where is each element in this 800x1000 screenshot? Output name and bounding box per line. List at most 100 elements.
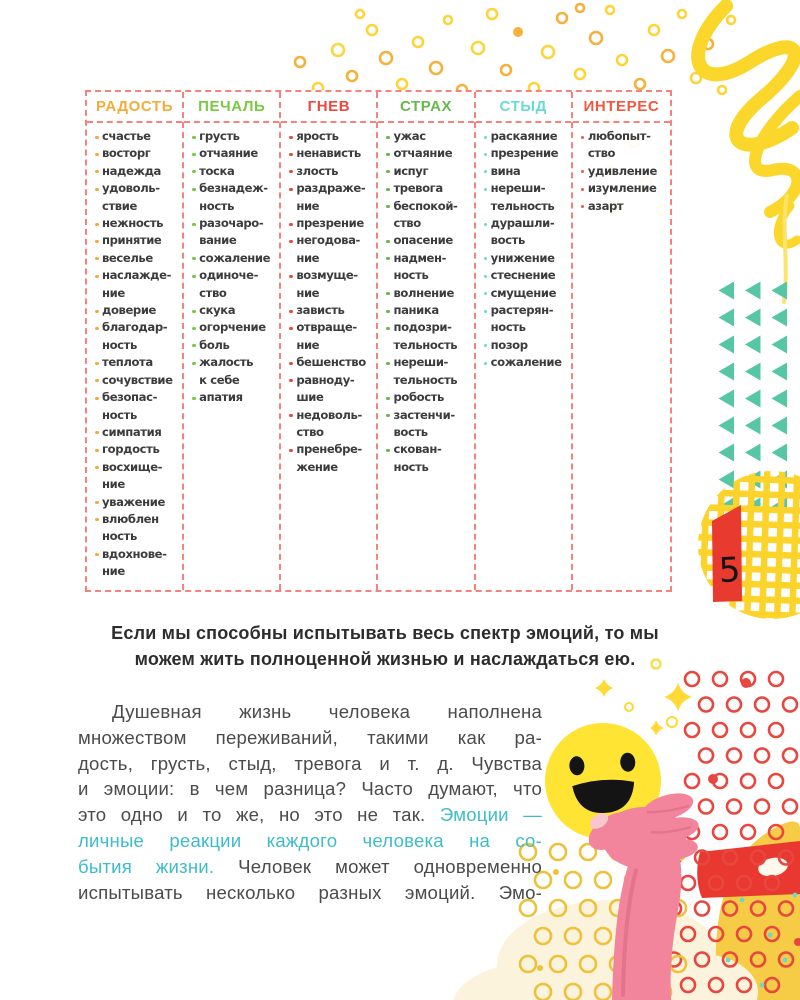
emotion-item: недоволь- ство: [288, 407, 373, 442]
emotion-item: благодар- ность: [94, 319, 179, 354]
emotion-column-2: ПЕЧАЛЬ грусть отчаяние тоска безнадеж- ность…: [184, 92, 282, 590]
emotion-item: беспокой- ство: [385, 198, 470, 233]
emotion-item: восхище- ние: [94, 459, 179, 494]
emotion-item: надежда: [94, 163, 179, 180]
emotion-item: презрение: [483, 145, 568, 162]
emotion-item: скован- ность: [385, 441, 470, 476]
emotion-item: равноду- шие: [288, 372, 373, 407]
red-rings-pattern: [651, 670, 800, 994]
emotion-item: любопыт- ство: [580, 128, 667, 163]
emotion-list: счастье восторг надежда удоволь- ствие нежно…: [87, 128, 182, 581]
highlighted-text: бытия жизни.: [78, 855, 239, 877]
emotion-item: надмен- ность: [385, 250, 470, 285]
emotion-item: унижение: [483, 250, 568, 267]
emotion-item: дурашли- вость: [483, 215, 568, 250]
emotion-item: разочаро- вание: [191, 215, 276, 250]
emotion-column-header: ГНЕВ: [281, 92, 377, 123]
emotion-item: ужас: [385, 128, 470, 145]
emotion-item: удоволь- ствие: [94, 180, 179, 215]
emotion-list: ярость ненависть злость раздраже- ние презре…: [281, 128, 376, 476]
paragraph-text: испытывать несколько разных эмоций. Эмо-: [78, 881, 542, 903]
emotion-item: позор: [483, 337, 568, 354]
paragraph-line: и эмоции: в чем разница? Часто думают, ч…: [78, 776, 542, 802]
red-splash-band: [697, 841, 800, 898]
emotion-item: боль: [191, 337, 276, 354]
emotion-item: тревога: [385, 180, 470, 197]
emotion-item: жалость к себе: [191, 354, 276, 389]
emotion-item: симпатия: [94, 424, 179, 441]
emotion-column-6: ИНТЕРЕС любопыт- ство удивление изумление аз…: [572, 92, 670, 590]
emotion-list: грусть отчаяние тоска безнадеж- ность разоча…: [184, 128, 279, 407]
emotion-item: раскаяние: [483, 128, 568, 145]
paragraph-text: Душевная жизнь человека наполнена: [112, 701, 542, 722]
emotion-item: сожаление: [191, 250, 276, 267]
thumb-nail: [589, 813, 609, 829]
emotion-item: принятие: [94, 232, 179, 249]
paragraph-line: Душевная жизнь человека наполнена: [78, 699, 542, 725]
paragraph-text: Человек может одновременно: [238, 855, 542, 877]
paragraph-text: и эмоции: в чем разница? Часто думают, ч…: [78, 778, 542, 800]
emotion-item: изумление: [580, 180, 667, 197]
emotion-item: сожаление: [483, 354, 568, 371]
paragraph-text: дость, грусть, стыд, тревога и т. д. Чув…: [78, 752, 542, 774]
paragraph-line: испытывать несколько разных эмоций. Эмо-: [78, 880, 542, 906]
highlighted-text: личные реакции каждого человека на со-: [78, 829, 542, 851]
emotion-item: грусть: [191, 128, 276, 145]
hand-illustration: [588, 793, 699, 1000]
emotion-item: уважение: [94, 494, 179, 511]
emotion-item: подозри- тельность: [385, 319, 470, 354]
emotion-item: азарт: [580, 198, 667, 215]
emotion-list: раскаяние презрение вина нереши- тельность д…: [476, 128, 571, 372]
emotion-item: отвраще- ние: [288, 319, 373, 354]
yellow-blob-decoration: [642, 821, 800, 1000]
emotion-column-header: ПЕЧАЛЬ: [184, 92, 280, 123]
emotion-item: доверие: [94, 302, 179, 319]
paragraph-text: множеством переживаний, такими как ра-: [78, 726, 542, 748]
emotion-item: влюблен ность: [94, 511, 179, 546]
emotion-item: отчаяние: [385, 145, 470, 162]
emotion-item: удивление: [580, 163, 667, 180]
emotion-item: вдохнове- ние: [94, 546, 179, 581]
emotion-item: раздраже- ние: [288, 180, 373, 215]
emotion-column-1: РАДОСТЬ счастье восторг надежда удоволь- ств…: [87, 92, 185, 590]
emotion-column-header: ИНТЕРЕС: [572, 92, 670, 123]
thumb: [588, 812, 636, 850]
emotion-item: злость: [288, 163, 373, 180]
page-number-block: 5: [698, 471, 800, 619]
emotion-item: ярость: [288, 128, 373, 145]
emotion-item: восторг: [94, 145, 179, 162]
emotions-table: РАДОСТЬ счастье восторг надежда удоволь- ств…: [85, 90, 672, 592]
emotion-item: нереши- тельность: [483, 180, 568, 215]
teal-triangles-decoration: [713, 277, 795, 509]
emotion-item: зависть: [288, 302, 373, 319]
emotion-item: бешенство: [288, 354, 373, 371]
page-number-tab: [712, 505, 742, 602]
emotion-item: пренебре- жение: [288, 441, 373, 476]
emotion-item: застенчи- вость: [385, 407, 470, 442]
emotion-item: отчаяние: [191, 145, 276, 162]
smiley-face-icon: [545, 723, 661, 839]
paragraph-line: множеством переживаний, такими как ра-: [78, 725, 542, 751]
emotion-item: веселье: [94, 250, 179, 267]
emotion-item: безопас- ность: [94, 389, 179, 424]
emotion-column-header: РАДОСТЬ: [87, 92, 183, 123]
yellow-rings-pattern: [518, 842, 688, 1000]
quote-text: Если мы способны испытывать весь спектр …: [111, 623, 659, 669]
emotion-item: вина: [483, 163, 568, 180]
teal-specks-decoration: [725, 892, 798, 988]
emotion-column-3: ГНЕВ ярость ненависть злость раздраже- ние пр…: [281, 92, 379, 590]
emotion-item: нежность: [94, 215, 179, 232]
emotion-item: счастье: [94, 128, 179, 145]
emotion-item: огорчение: [191, 319, 276, 336]
emotion-item: испуг: [385, 163, 470, 180]
emotion-item: одиноче- ство: [191, 267, 276, 302]
emotion-item: нереши- тельность: [385, 354, 470, 389]
emotion-item: растерян- ность: [483, 302, 568, 337]
paragraph-line: это одно и то же, но это не так. Эмоции …: [78, 802, 542, 828]
emotion-item: смущение: [483, 285, 568, 302]
emotion-item: наслажде- ние: [94, 267, 179, 302]
emotion-item: ненависть: [288, 145, 373, 162]
paragraph-line: дость, грусть, стыд, тревога и т. д. Чув…: [78, 751, 542, 777]
highlighted-text: Эмоции —: [439, 804, 543, 826]
